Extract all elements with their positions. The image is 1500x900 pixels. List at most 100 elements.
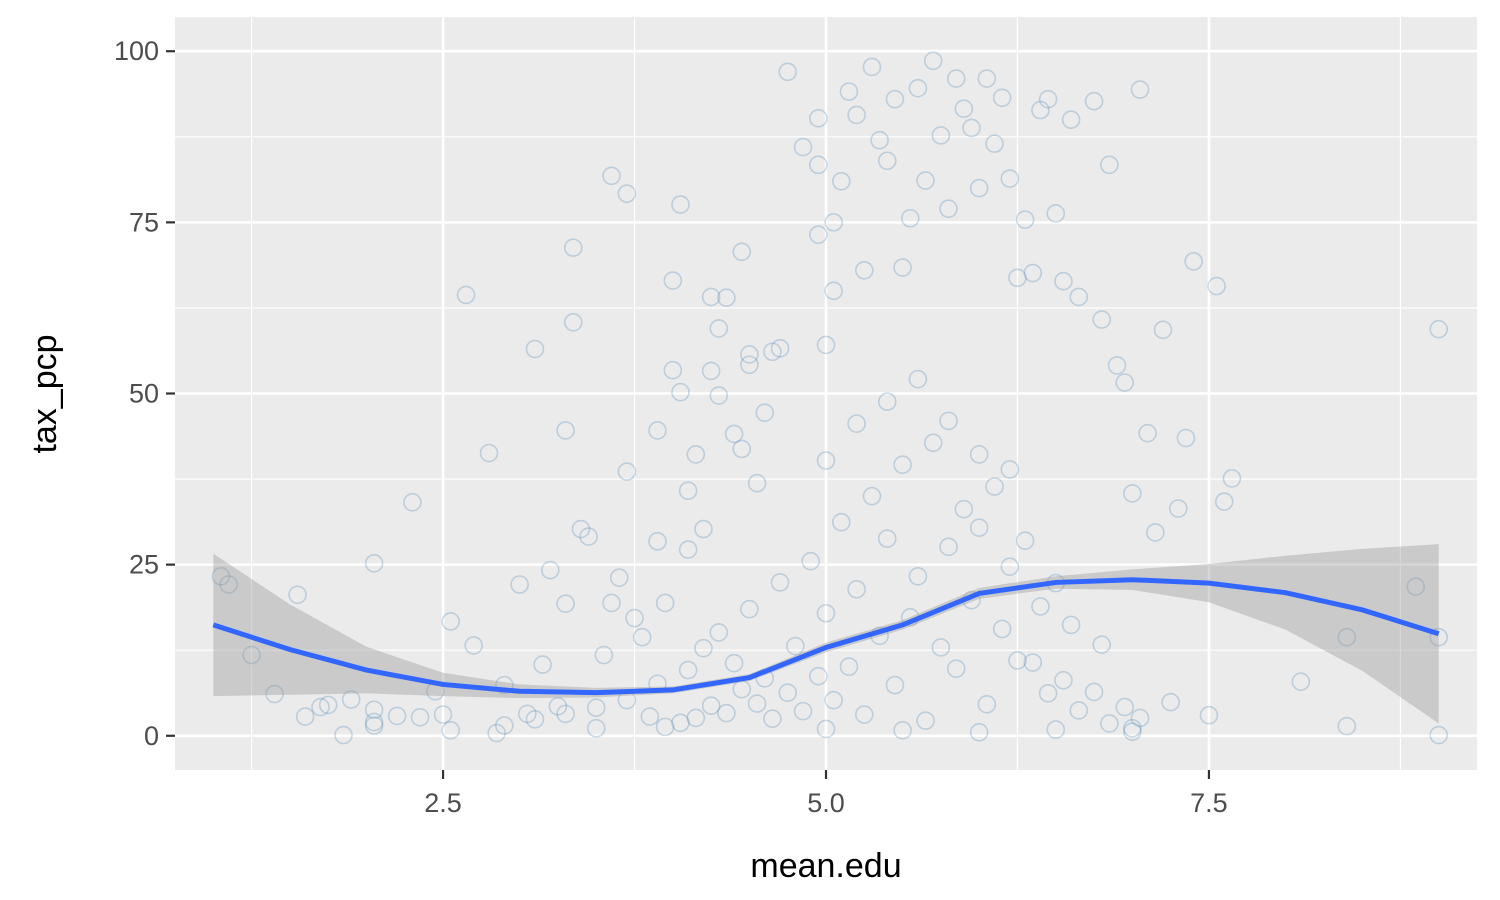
data-point: [931, 638, 951, 657]
data-point: [969, 178, 989, 198]
data-point: [678, 481, 698, 501]
data-point: [954, 499, 974, 519]
data-point: [701, 696, 721, 715]
data-point: [763, 342, 782, 362]
data-points: [211, 51, 1449, 745]
data-point: [1023, 263, 1043, 283]
data-point: [847, 414, 866, 433]
smooth-line: [212, 577, 1440, 696]
data-point: [824, 690, 843, 710]
data-point: [671, 382, 690, 402]
data-point: [288, 585, 307, 605]
data-point: [678, 660, 698, 680]
data-point: [893, 720, 912, 740]
data-point: [816, 451, 836, 470]
data-point: [969, 445, 989, 464]
data-point: [832, 512, 851, 532]
data-point: [939, 537, 958, 557]
data-point: [1199, 705, 1219, 725]
data-point: [931, 126, 951, 145]
data-point: [1176, 428, 1196, 448]
data-point: [1130, 80, 1150, 99]
data-point: [724, 653, 744, 673]
data-point: [709, 623, 729, 642]
data-point: [992, 619, 1012, 639]
data-point: [885, 675, 905, 695]
data-point: [1015, 531, 1035, 550]
data-point: [709, 319, 729, 338]
data-point: [617, 462, 637, 481]
data-point: [686, 708, 706, 728]
data-point: [916, 711, 935, 731]
data-point: [295, 707, 315, 726]
data-point: [809, 155, 828, 175]
data-point: [763, 709, 782, 728]
data-point: [487, 723, 506, 743]
data-point: [977, 694, 997, 714]
data-point: [433, 705, 453, 724]
major-gridlines: [175, 17, 1477, 770]
data-point: [862, 486, 882, 506]
data-point: [1100, 714, 1119, 733]
data-point: [602, 166, 621, 186]
data-point: [839, 82, 859, 101]
data-point: [1031, 597, 1050, 616]
data-point: [985, 134, 1004, 153]
data-point: [364, 716, 384, 735]
data-point: [648, 532, 667, 551]
data-point: [946, 69, 966, 88]
data-point: [671, 713, 690, 733]
data-point: [793, 701, 813, 721]
data-point: [916, 171, 935, 190]
data-point: [778, 683, 798, 702]
data-point: [663, 271, 683, 290]
data-point: [479, 443, 499, 463]
data-point: [1084, 682, 1104, 702]
data-point: [740, 599, 759, 619]
data-point: [923, 433, 943, 453]
data-point: [847, 105, 866, 125]
data-point: [1000, 460, 1020, 479]
data-point: [1291, 672, 1311, 691]
data-point: [877, 392, 897, 412]
data-point: [824, 281, 843, 301]
data-point: [985, 477, 1004, 496]
data-point: [778, 62, 798, 82]
data-point: [632, 627, 652, 647]
data-point: [1184, 252, 1203, 271]
data-point: [793, 137, 813, 157]
data-point: [219, 575, 238, 594]
data-point: [1092, 635, 1112, 655]
data-point: [242, 645, 261, 665]
data-point: [1046, 720, 1066, 739]
data-point: [1023, 653, 1043, 672]
data-point: [1000, 557, 1020, 576]
data-point: [1146, 523, 1165, 542]
data-point: [518, 704, 537, 724]
data-point: [563, 313, 583, 332]
data-point: [1000, 169, 1020, 188]
data-point: [1031, 100, 1050, 120]
data-point: [265, 684, 284, 704]
data-point: [847, 579, 866, 599]
data-point: [1138, 423, 1157, 443]
data-point: [885, 89, 905, 109]
data-point: [456, 285, 476, 305]
data-point: [877, 529, 897, 548]
data-point: [877, 151, 897, 171]
data-point: [701, 361, 721, 381]
data-point: [701, 287, 721, 307]
data-point: [1161, 692, 1180, 712]
data-point: [740, 355, 759, 375]
data-point: [946, 659, 966, 678]
data-point: [1153, 320, 1173, 340]
data-point: [556, 704, 575, 724]
data-point: [571, 519, 591, 539]
data-point: [525, 339, 545, 359]
data-point: [1092, 310, 1112, 329]
data-point: [1008, 268, 1027, 288]
data-point: [510, 575, 529, 594]
data-point: [1069, 701, 1089, 720]
data-point: [1069, 287, 1089, 307]
data-point: [954, 99, 974, 119]
